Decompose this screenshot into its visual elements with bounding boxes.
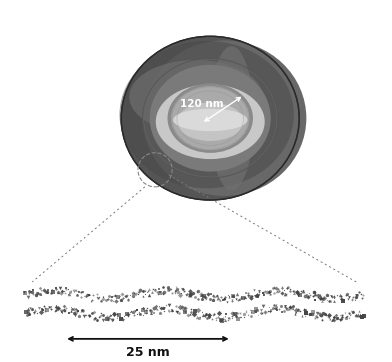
Ellipse shape bbox=[156, 84, 265, 159]
Text: 120 nm: 120 nm bbox=[180, 99, 223, 109]
Ellipse shape bbox=[129, 60, 263, 134]
Ellipse shape bbox=[177, 102, 243, 141]
Ellipse shape bbox=[150, 65, 271, 172]
Ellipse shape bbox=[120, 41, 294, 188]
Ellipse shape bbox=[171, 86, 249, 150]
Ellipse shape bbox=[121, 36, 299, 200]
Text: 25 nm: 25 nm bbox=[126, 346, 170, 359]
Ellipse shape bbox=[167, 84, 253, 153]
Ellipse shape bbox=[173, 109, 247, 131]
Ellipse shape bbox=[209, 46, 254, 190]
Ellipse shape bbox=[143, 41, 307, 196]
